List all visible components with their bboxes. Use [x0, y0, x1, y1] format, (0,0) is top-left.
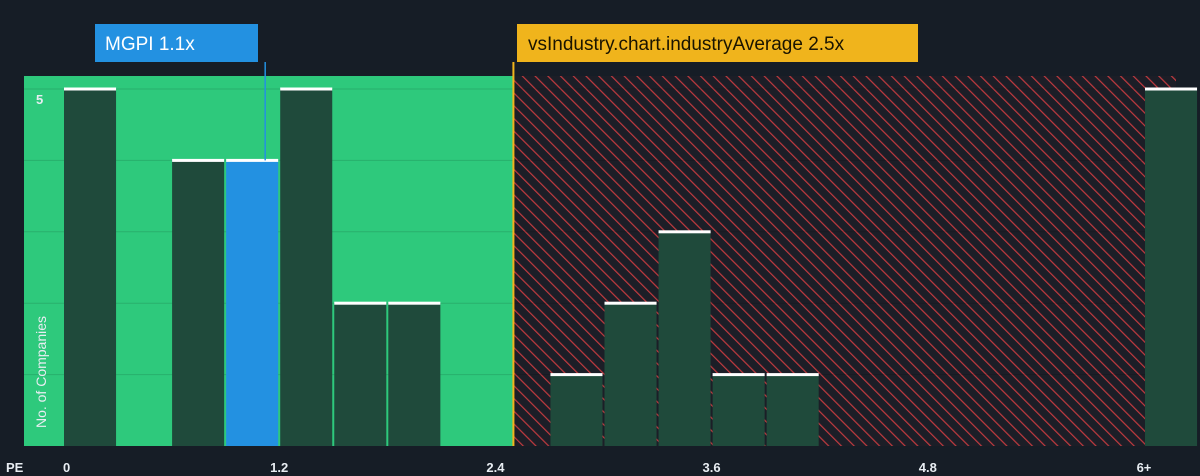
bar-cap [712, 373, 765, 377]
histogram-bar [766, 374, 819, 446]
x-tick-label: 1.2 [270, 460, 288, 475]
industry-average-callout-box [517, 24, 918, 62]
histogram-bar [388, 303, 441, 446]
histogram-bar [712, 374, 765, 446]
histogram-bar [280, 89, 333, 446]
bar-cap [604, 301, 657, 305]
histogram-bar [550, 374, 603, 446]
y-axis-label: No. of Companies [33, 316, 49, 428]
x-tick-label: 6+ [1137, 460, 1152, 475]
bar-cap [280, 87, 333, 91]
bar-cap [334, 301, 387, 305]
y-tick-label: 5 [36, 92, 43, 107]
histogram-bar [658, 231, 711, 446]
industry-average-callout: vsIndustry.chart.industryAverage 2.5x [517, 24, 918, 62]
company-callout-label: MGPI 1.1x [105, 34, 195, 55]
company-callout-box [95, 24, 258, 62]
x-tick-label: 4.8 [919, 460, 937, 475]
x-tick-label: 3.6 [703, 460, 721, 475]
bar-cap [658, 230, 711, 234]
company-callout: MGPI 1.1x [95, 24, 258, 62]
bar-cap [388, 301, 441, 305]
x-tick-label: 0 [63, 460, 70, 475]
highlighted-bar [226, 160, 279, 446]
histogram-bar [1145, 89, 1198, 446]
histogram-bar [64, 89, 117, 446]
x-axis-label: PE [6, 460, 24, 475]
histogram-bar [334, 303, 387, 446]
bar-cap [550, 373, 603, 377]
bar-cap [172, 158, 225, 162]
bar-cap [226, 158, 279, 162]
x-tick-label: 2.4 [486, 460, 505, 475]
histogram-bar [172, 160, 225, 446]
industry-average-callout-label: vsIndustry.chart.industryAverage 2.5x [528, 34, 845, 55]
bar-cap [766, 373, 819, 377]
histogram-bar [604, 303, 657, 446]
bar-cap [1145, 87, 1198, 91]
bar-cap [64, 87, 117, 91]
